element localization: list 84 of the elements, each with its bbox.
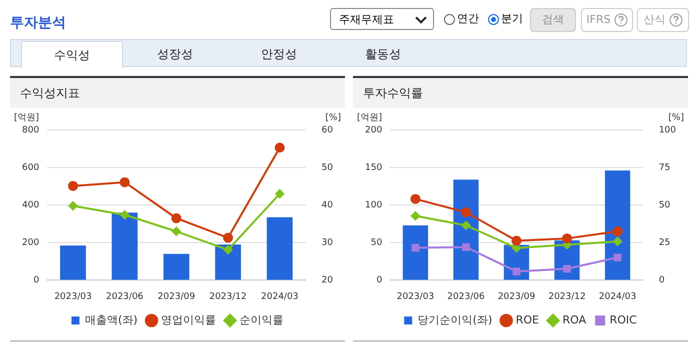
y-axis-title: [억원] (357, 112, 382, 123)
y2-tick-label: 50 (658, 200, 671, 210)
y2-tick-label: 0 (658, 276, 665, 286)
point (171, 213, 182, 224)
y2-tick-label: 60 (322, 125, 334, 136)
text: 안정성 (260, 46, 298, 63)
point (223, 232, 234, 243)
y-tick-label: 400 (22, 200, 40, 210)
text: 주재무제표 (330, 8, 434, 30)
x-tick-label: 2023/12 (209, 292, 247, 302)
y-tick-label: 200 (22, 238, 40, 248)
point (120, 177, 130, 188)
text: 수익성 (21, 41, 123, 68)
y-tick-label: 800 (22, 125, 40, 136)
x-tick-label: 2023/03 (396, 292, 434, 302)
y2-tick-label: 25 (658, 238, 670, 248)
y-tick-label: 50 (370, 238, 382, 248)
point (562, 233, 572, 244)
point (224, 245, 233, 254)
y2-tick-label: 50 (322, 162, 334, 173)
point (614, 254, 622, 262)
x-tick-label: 2024/03 (598, 292, 636, 302)
x-tick-label: 2023/06 (106, 292, 144, 302)
point (612, 226, 623, 236)
x-tick-label: 2023/09 (498, 292, 536, 302)
x-tick-label: 2023/06 (447, 292, 485, 302)
bar (402, 225, 428, 280)
legend-label: 매출액(좌) (84, 313, 138, 326)
point (68, 180, 78, 191)
x-tick-label: 2024/03 (261, 292, 298, 302)
text: 분기 (501, 11, 523, 26)
point (512, 268, 520, 276)
point (274, 142, 285, 153)
y2-tick-label: 75 (658, 162, 670, 173)
legend-label: ROIC (610, 313, 638, 326)
text: 산식 (637, 8, 689, 32)
legend-label: ROE (516, 313, 540, 326)
legend-label: 당기순이익(좌) (418, 313, 492, 326)
x-tick-label: 2023/03 (54, 292, 92, 302)
y-axis-title: [억원] (14, 112, 40, 123)
y-tick-label: 100 (364, 200, 382, 210)
legend-label: 영업이익률 (161, 313, 216, 326)
bar (215, 244, 241, 280)
y2-tick-label: 40 (322, 200, 334, 210)
y2-tick-label: 100 (658, 125, 676, 136)
point (172, 226, 181, 236)
point (563, 264, 571, 273)
y-tick-label: 600 (22, 162, 40, 173)
text: 검색 (530, 8, 576, 32)
text: IFRS (581, 8, 633, 32)
x-tick-label: 2023/09 (158, 292, 196, 302)
legend-label: ROA (562, 313, 587, 326)
point (613, 236, 622, 246)
x-tick-label: 2023/12 (548, 292, 586, 302)
chart-title: 투자수익률 (353, 78, 688, 108)
y-tick-label: 200 (364, 125, 382, 136)
bar (112, 212, 138, 280)
y-tick-label: 150 (364, 162, 382, 173)
point (68, 201, 78, 210)
bar (60, 245, 86, 280)
y2-axis-title: [%] (325, 112, 341, 123)
bar (604, 170, 630, 280)
y-tick-label: 0 (376, 276, 382, 286)
point (462, 243, 470, 251)
text: 연간 (457, 11, 479, 26)
point (512, 236, 522, 246)
point (275, 189, 284, 198)
chart-title: 수익성지표 (10, 78, 345, 108)
point (461, 220, 470, 230)
y2-tick-label: 20 (322, 276, 334, 286)
point (460, 207, 471, 218)
y2-tick-label: 30 (322, 238, 334, 248)
y-tick-label: 0 (33, 276, 40, 286)
text: 투자분석 (10, 14, 66, 32)
point (410, 211, 420, 220)
text: 성장성 (156, 46, 194, 63)
point (120, 210, 130, 220)
y2-axis-title: [%] (668, 112, 684, 123)
text: 활동성 (364, 46, 402, 63)
bar (266, 217, 293, 280)
point (410, 194, 420, 204)
bar (163, 254, 190, 280)
legend-label: 순이익률 (240, 313, 284, 326)
point (412, 244, 420, 252)
